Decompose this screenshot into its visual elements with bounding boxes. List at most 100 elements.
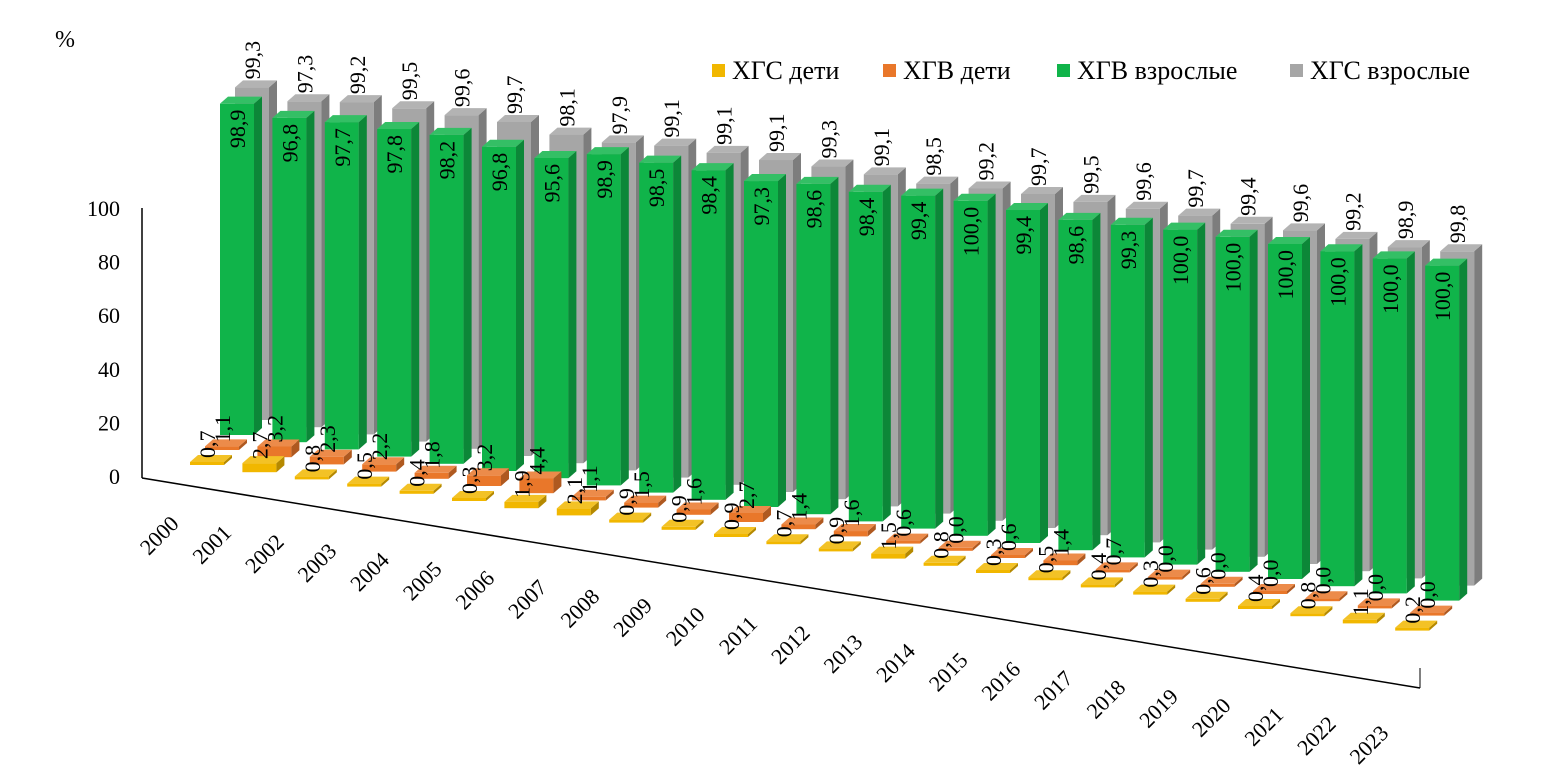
bar-top <box>444 108 487 116</box>
data-label: 2,2 <box>367 433 392 461</box>
bar-side <box>748 526 756 537</box>
bar-side <box>1406 251 1415 594</box>
bar-front <box>1028 577 1063 581</box>
data-label: 1,5 <box>629 471 654 499</box>
bar-side <box>1062 570 1071 581</box>
bar-2-4: 98,2 <box>429 127 472 464</box>
bar-top <box>1253 584 1295 591</box>
bar-side <box>1249 229 1258 572</box>
data-label: 0,8 <box>1295 582 1320 610</box>
bar-top <box>796 176 839 184</box>
bar-front <box>467 475 501 486</box>
bar-front <box>886 540 921 544</box>
bar-front <box>624 502 659 508</box>
bar-top <box>452 491 494 498</box>
y-tick-label: 0 <box>109 464 120 489</box>
bar-side <box>1287 584 1295 594</box>
bar-top <box>916 176 959 184</box>
x-tick-label: 2001 <box>187 520 236 569</box>
bar-side <box>1376 612 1385 624</box>
data-label: 0,0 <box>1258 560 1283 588</box>
bar-top <box>833 524 876 532</box>
bar-side <box>306 110 315 443</box>
bar-top <box>1006 203 1048 211</box>
bar-top <box>1335 231 1378 239</box>
x-tick-label: 2023 <box>1345 720 1394 769</box>
bar-top <box>399 483 442 491</box>
data-label: 97,3 <box>749 187 774 226</box>
bar-0-21: 0,8 <box>1290 582 1333 617</box>
data-label: 0,5 <box>352 452 377 480</box>
bar-side <box>867 524 876 537</box>
data-label: 99,5 <box>1078 155 1103 194</box>
legend-swatch <box>883 64 896 77</box>
bar-front <box>1110 224 1145 558</box>
bar-top <box>1215 229 1258 237</box>
bar-top <box>287 94 330 102</box>
bar-side <box>972 540 981 551</box>
data-label: 0,4 <box>405 459 430 487</box>
bar-top <box>519 471 562 479</box>
bar-front <box>609 519 644 523</box>
bar-0-4: 0,4 <box>399 459 442 494</box>
bar-0-8: 0,9 <box>609 488 652 523</box>
data-label: 96,8 <box>487 153 512 192</box>
data-label: 0,3 <box>1138 560 1163 588</box>
data-label: 95,6 <box>539 164 564 203</box>
bar-2-8: 98,5 <box>639 155 682 493</box>
bar-top <box>1110 217 1153 225</box>
bar-side <box>1339 591 1348 602</box>
bar-top <box>691 163 734 171</box>
bar-2-2: 97,7 <box>324 115 367 450</box>
bar-front <box>190 462 224 465</box>
bar-top <box>294 469 337 477</box>
bar-side <box>935 188 944 529</box>
data-label: 98,2 <box>435 141 460 180</box>
bar-top <box>1021 187 1063 195</box>
bar-front <box>362 464 397 472</box>
x-tick-label: 2017 <box>1029 666 1078 715</box>
x-axis-line <box>141 477 1421 689</box>
bar-front <box>729 512 763 522</box>
bar-front <box>1290 613 1325 617</box>
bar-side <box>710 502 719 515</box>
bar-1-18: 0,0 <box>1148 545 1191 580</box>
x-tick-label: 2022 <box>1292 711 1341 760</box>
data-label: 0,9 <box>667 495 692 523</box>
x-tick-label: 2016 <box>976 656 1025 705</box>
bar-top <box>242 456 285 464</box>
data-label: 1,4 <box>786 493 811 521</box>
bar-top <box>991 548 1033 555</box>
bar-1-23: 0,0 <box>1410 581 1453 616</box>
bar-side <box>501 468 509 486</box>
data-label: 99,6 <box>1131 162 1156 201</box>
bar-front <box>1357 605 1392 609</box>
bar-top <box>871 546 914 554</box>
bar-1-19: 0,0 <box>1200 552 1243 587</box>
data-label: 100,0 <box>1221 243 1246 292</box>
data-label: 100,0 <box>959 207 984 256</box>
bar-top <box>1395 620 1438 628</box>
bar-side <box>1391 598 1400 609</box>
bar-top <box>1290 606 1333 614</box>
bar-top <box>706 145 749 153</box>
bar-front <box>661 526 696 530</box>
data-label: 0,0 <box>944 516 969 544</box>
data-label: 1,1 <box>577 465 602 493</box>
bar-top <box>976 563 1018 570</box>
data-label: 99,1 <box>869 128 894 167</box>
bar-2-13: 99,4 <box>901 188 944 529</box>
x-tick-label: 2011 <box>714 611 762 659</box>
data-label: 0,7 <box>195 431 220 459</box>
bar-front <box>1043 560 1078 566</box>
bar-top <box>1283 223 1325 231</box>
bar-side <box>673 155 682 493</box>
bar-side <box>463 127 472 464</box>
bar-top <box>362 457 405 465</box>
data-label: 97,7 <box>330 128 355 167</box>
x-tick-label: 2014 <box>871 638 920 687</box>
data-label: 0,7 <box>771 510 796 538</box>
bar-top <box>1133 584 1176 592</box>
bar-top <box>848 184 891 192</box>
bar-0-13: 1,5 <box>871 522 914 559</box>
